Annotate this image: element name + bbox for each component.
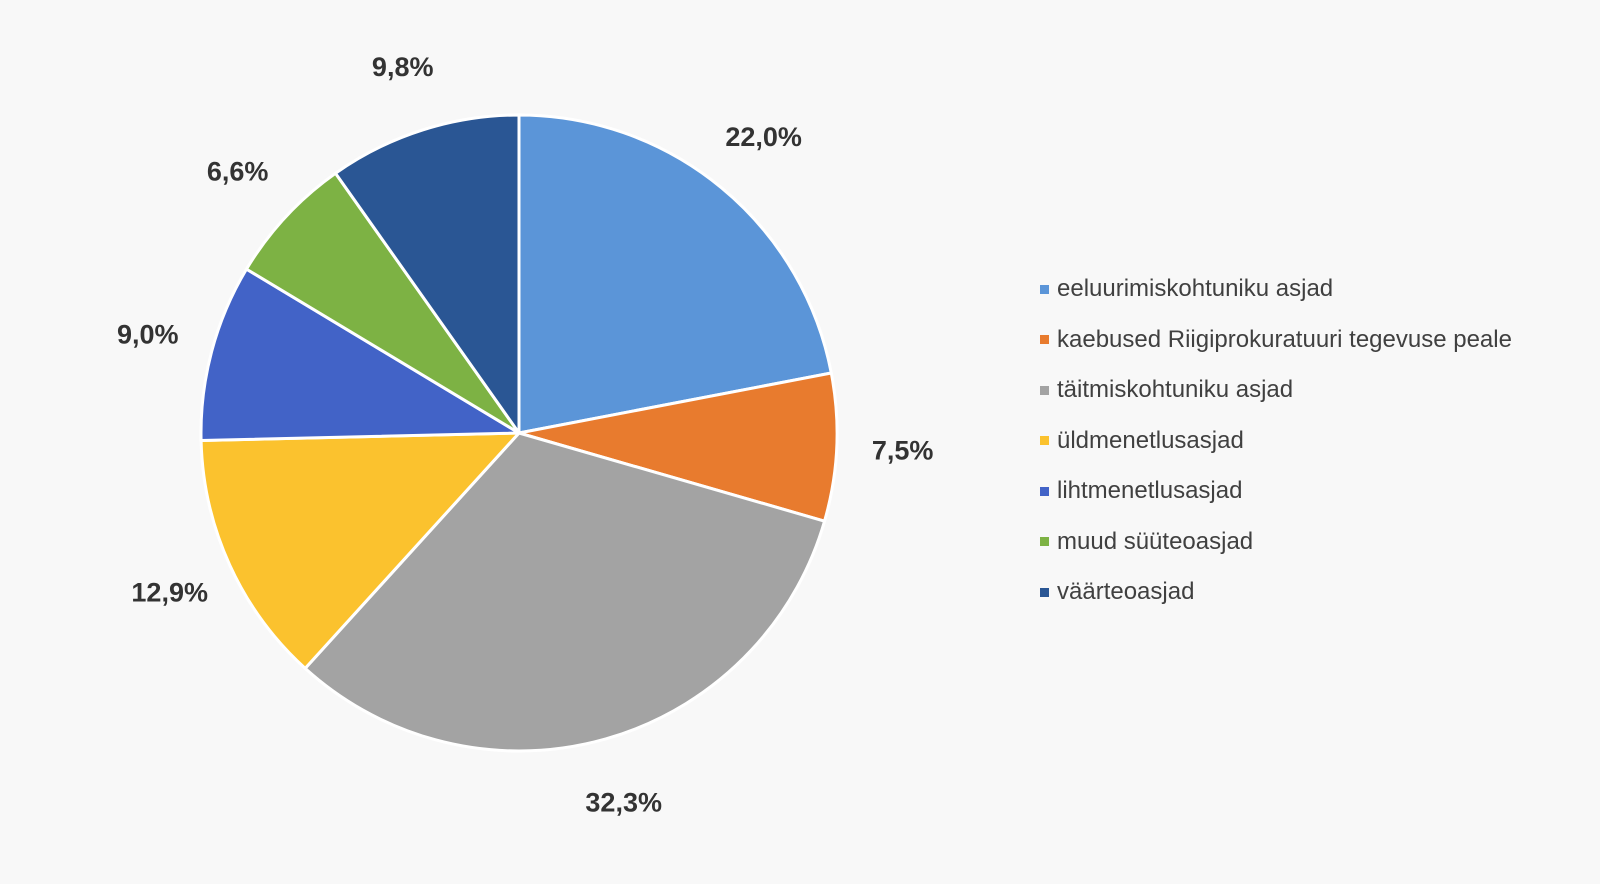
pie-slice-muud-suuteoasjad — [244, 171, 521, 435]
legend-item-kaebused-riigiprokuratuuri-tegevuse-peale: kaebused Riigiprokuratuuri tegevuse peal… — [1040, 315, 1512, 366]
pie-chart-plot: 22,0% 7,5% 32,3% 12,9% 9,0% 6,6% 9,8% — [117, 52, 933, 817]
legend-swatch — [1040, 587, 1049, 597]
legend-item-uldmenetlusasjad: üldmenetlusasjad — [1040, 416, 1512, 467]
legend-swatch — [1040, 436, 1049, 446]
chart-legend: eeluurimiskohtuniku asjad kaebused Riigip… — [1040, 264, 1512, 618]
pie-slice-vaarteoasjad — [333, 113, 521, 435]
legend-swatch — [1040, 284, 1049, 294]
legend-label: väärteoasjad — [1057, 578, 1195, 606]
data-label-muud-suuteoasjad: 6,6% — [207, 157, 269, 187]
data-label-uldmenetlusasjad: 12,9% — [131, 578, 208, 608]
pie-slice-kaebused-riigiprokuratuuri-tegevuse-peale — [517, 371, 839, 523]
pie-slice-eeluurimiskohtuniku-asjad — [517, 113, 833, 435]
legend-item-taitmiskohtuniku-asjad: täitmiskohtuniku asjad — [1040, 365, 1512, 416]
legend-label: muud süüteoasjad — [1057, 527, 1254, 555]
legend-swatch — [1040, 537, 1049, 547]
legend-label: üldmenetlusasjad — [1057, 426, 1244, 454]
data-label-vaarteoasjad: 9,8% — [372, 52, 434, 82]
legend-item-lihtmenetlusasjad: lihtmenetlusasjad — [1040, 466, 1512, 517]
legend-label: kaebused Riigiprokuratuuri tegevuse peal… — [1057, 325, 1512, 353]
legend-label: eeluurimiskohtuniku asjad — [1057, 275, 1334, 303]
legend-item-muud-suuteoasjad: muud süüteoasjad — [1040, 517, 1512, 568]
pie-slices — [199, 113, 839, 753]
legend-label: lihtmenetlusasjad — [1057, 477, 1243, 505]
data-label-lihtmenetlusasjad: 9,0% — [117, 320, 179, 350]
legend-item-eeluurimiskohtuniku-asjad: eeluurimiskohtuniku asjad — [1040, 264, 1512, 315]
data-label-kaebused-riigiprokuratuuri-tegevuse-peale: 7,5% — [872, 436, 934, 466]
legend-swatch — [1040, 385, 1049, 395]
legend-item-vaarteoasjad: väärteoasjad — [1040, 567, 1512, 618]
data-label-taitmiskohtuniku-asjad: 32,3% — [585, 787, 662, 817]
pie-slice-uldmenetlusasjad — [199, 431, 521, 670]
pie-slice-taitmiskohtuniku-asjad — [303, 431, 827, 753]
legend-label: täitmiskohtuniku asjad — [1057, 376, 1294, 404]
pie-slice-lihtmenetlusasjad — [199, 267, 521, 442]
pie-data-labels: 22,0% 7,5% 32,3% 12,9% 9,0% 6,6% 9,8% — [117, 52, 933, 817]
data-label-eeluurimiskohtuniku-asjad: 22,0% — [725, 122, 802, 152]
legend-swatch — [1040, 335, 1049, 345]
legend-swatch — [1040, 486, 1049, 496]
